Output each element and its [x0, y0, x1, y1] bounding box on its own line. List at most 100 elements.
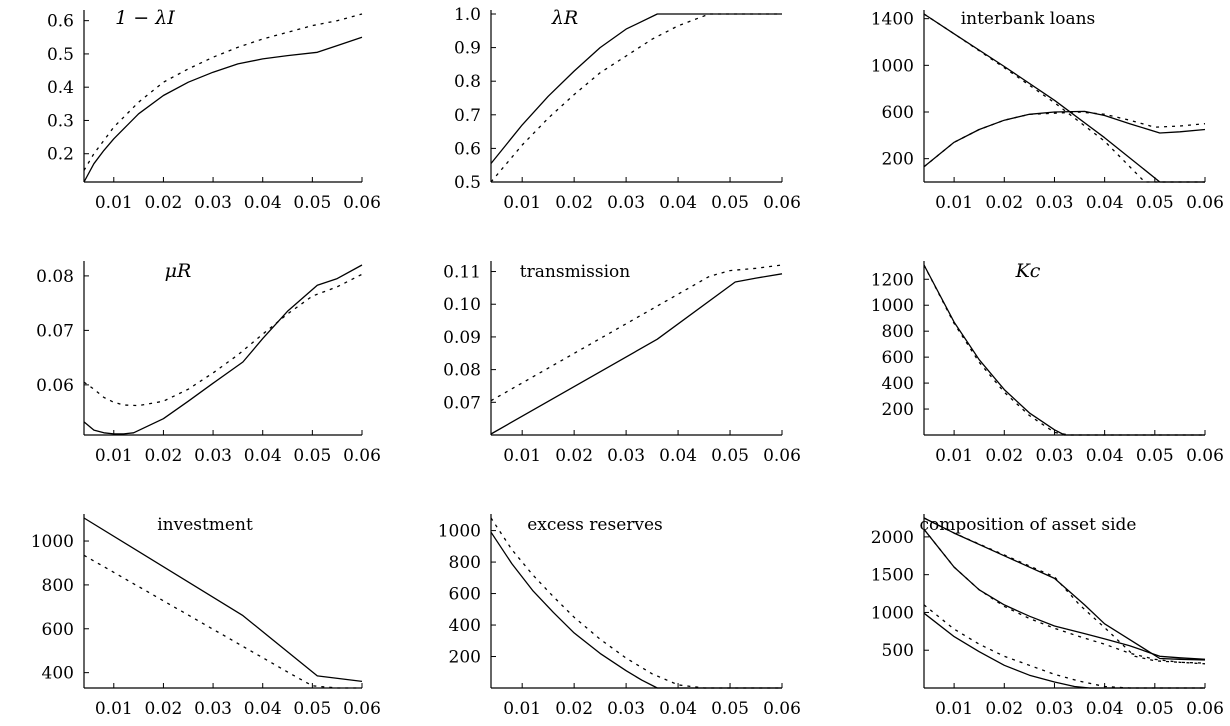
y-tick-label: 0.2: [47, 145, 74, 165]
x-tick-label: 0.03: [607, 699, 645, 719]
y-tick-label: 0.08: [36, 267, 74, 287]
x-tick-label: 0.03: [1036, 699, 1074, 719]
panel-6: 0.01 0.02 0.03 0.04 0.05 0.06 200 400 600 800 1000…: [871, 260, 1224, 466]
y-tick-label: 600: [882, 348, 914, 368]
x-tick-label: 0.04: [1086, 193, 1124, 213]
x-tick-label: 0.06: [1186, 193, 1224, 213]
x-tick-label: 0.02: [144, 446, 182, 466]
panel-4: 0.01 0.02 0.03 0.04 0.05 0.06 0.06 0.07 0.08 μR: [36, 260, 381, 466]
series-line-dashed: [490, 13, 782, 183]
y-tick-label: 0.5: [454, 173, 481, 193]
y-tick-label: 0.3: [47, 111, 74, 131]
x-tick-label: 0.04: [244, 446, 282, 466]
series-line-solid: [490, 273, 783, 435]
x-tick-label: 0.02: [555, 193, 593, 213]
x-tick-label: 0.01: [935, 193, 973, 213]
x-tick-label: 0.06: [763, 699, 801, 719]
x-tick-label: 0.04: [659, 446, 697, 466]
y-tick-label: 0.07: [36, 321, 74, 341]
x-tick-label: 0.05: [711, 446, 749, 466]
x-tick-label: 0.02: [144, 699, 182, 719]
x-tick-label: 0.01: [95, 699, 133, 719]
y-tick-label: 400: [42, 664, 74, 684]
x-tick-label: 0.03: [194, 193, 232, 213]
y-tick-label: 1400: [871, 10, 914, 30]
panel-title: interbank loans: [961, 9, 1096, 29]
panel-title: 1 − λI: [115, 7, 175, 29]
y-tick-label: 0.8: [454, 72, 481, 92]
series-line-dashed: [83, 13, 363, 171]
series-line-dashed: [923, 517, 1206, 664]
series-line-solid: [923, 264, 1205, 436]
y-tick-label: 0.06: [36, 376, 74, 396]
y-tick-label: 400: [882, 374, 914, 394]
x-tick-label: 0.06: [1186, 446, 1224, 466]
x-tick-label: 0.05: [293, 193, 331, 213]
y-tick-label: 0.09: [443, 328, 481, 348]
x-tick-label: 0.04: [1086, 446, 1124, 466]
y-tick-label: 400: [449, 616, 481, 636]
y-tick-label: 600: [882, 103, 914, 123]
y-tick-label: 600: [42, 620, 74, 640]
x-tick-label: 0.01: [95, 193, 133, 213]
x-tick-label: 0.05: [711, 193, 749, 213]
panel-9: 0.01 0.02 0.03 0.04 0.05 0.06 500 1000 1500 2000 c…: [871, 514, 1224, 719]
x-tick-label: 0.03: [1036, 446, 1074, 466]
series-line-dashed: [83, 273, 363, 407]
y-tick-label: 1000: [438, 522, 481, 542]
series-line-solid: [923, 517, 1206, 661]
x-tick-label: 0.03: [607, 193, 645, 213]
series-line-solid: [490, 531, 782, 689]
series-line-dashed: [923, 604, 1205, 689]
y-tick-label: 1000: [871, 296, 914, 316]
panel-title: λR: [551, 7, 578, 29]
panel-2: 0.01 0.02 0.03 0.04 0.05 0.06 0.5 0.6 0.7 0.8 0.9 1…: [454, 5, 801, 213]
x-tick-label: 0.06: [763, 193, 801, 213]
x-tick-label: 0.05: [1136, 699, 1174, 719]
y-tick-label: 0.11: [443, 263, 481, 283]
panel-7: 0.01 0.02 0.03 0.04 0.05 0.06 400 600 800 1000 inv…: [31, 514, 381, 719]
y-tick-label: 0.6: [47, 12, 74, 32]
panel-title: investment: [157, 515, 253, 535]
x-tick-label: 0.06: [343, 699, 381, 719]
panel-8: 0.01 0.02 0.03 0.04 0.05 0.06 200 400 600 800 1000…: [438, 514, 801, 719]
y-tick-label: 200: [449, 648, 481, 668]
y-tick-label: 1000: [871, 56, 914, 76]
x-tick-label: 0.04: [659, 699, 697, 719]
panel-1: 0.01 0.02 0.03 0.04 0.05 0.06 0.2 0.3 0.4 0.5 0.6 1…: [47, 7, 381, 213]
y-tick-label: 1200: [871, 270, 914, 290]
x-tick-label: 0.02: [555, 446, 593, 466]
x-tick-label: 0.06: [343, 446, 381, 466]
x-tick-label: 0.05: [293, 699, 331, 719]
x-tick-label: 0.02: [985, 193, 1023, 213]
series-line-solid: [923, 528, 1206, 660]
y-tick-label: 800: [449, 553, 481, 573]
series-line-dashed: [490, 517, 782, 689]
x-tick-label: 0.04: [244, 193, 282, 213]
y-tick-label: 200: [882, 400, 914, 420]
panel-title: transmission: [520, 262, 630, 282]
x-tick-label: 0.01: [935, 446, 973, 466]
series-line-solid: [490, 13, 782, 164]
y-tick-label: 2000: [871, 528, 914, 548]
y-tick-label: 1.0: [454, 5, 481, 25]
panel-title: Kc: [1015, 260, 1041, 282]
x-tick-label: 0.03: [607, 446, 645, 466]
series-line-dashed: [923, 264, 1205, 436]
x-tick-label: 0.05: [1136, 446, 1174, 466]
x-tick-label: 0.01: [503, 446, 541, 466]
y-tick-label: 0.5: [47, 45, 74, 65]
panel-title: excess reserves: [527, 515, 663, 535]
series-line-dashed: [490, 264, 783, 402]
y-tick-label: 0.4: [47, 78, 74, 98]
y-tick-label: 1500: [871, 566, 914, 586]
series-line-solid: [83, 264, 363, 435]
series-line-dashed: [83, 554, 362, 689]
y-tick-label: 1000: [31, 532, 74, 552]
y-tick-label: 0.9: [454, 39, 481, 59]
y-tick-label: 0.07: [443, 393, 481, 413]
y-tick-label: 0.6: [454, 139, 481, 159]
y-tick-label: 500: [882, 641, 914, 661]
y-tick-label: 800: [42, 576, 74, 596]
y-tick-label: 1000: [871, 603, 914, 623]
